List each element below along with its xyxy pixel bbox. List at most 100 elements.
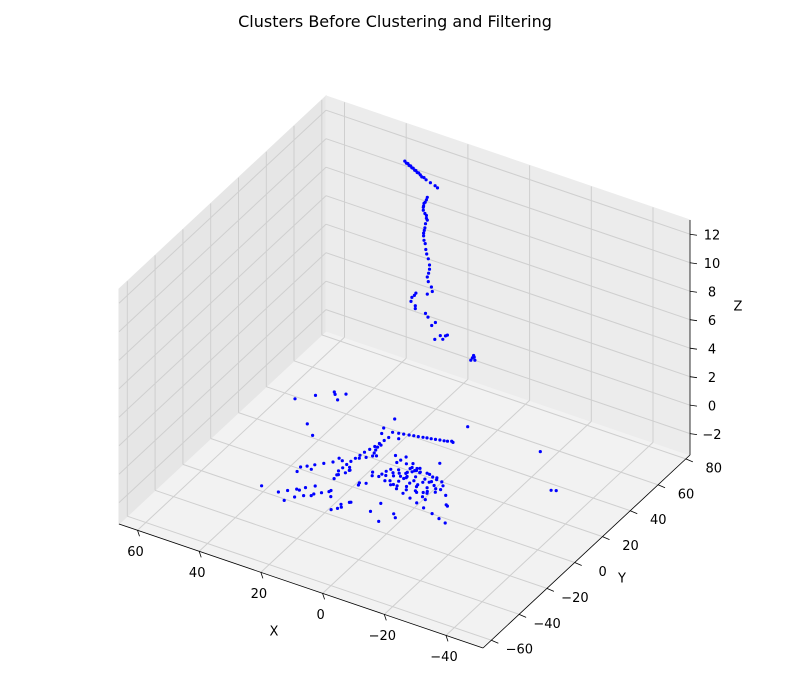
data-point — [427, 267, 432, 271]
data-point — [441, 484, 445, 488]
data-point — [397, 479, 401, 483]
data-point — [297, 488, 301, 492]
data-point — [313, 393, 318, 397]
data-point — [387, 435, 391, 440]
data-point — [349, 459, 353, 463]
z-gridline — [118, 280, 327, 475]
data-point — [397, 437, 401, 441]
data-point — [309, 494, 313, 498]
data-point — [358, 453, 362, 457]
data-point — [538, 450, 542, 454]
data-point — [322, 461, 326, 465]
data-point — [389, 483, 393, 487]
x-tick-label: 40 — [189, 566, 206, 581]
data-point — [299, 465, 303, 469]
data-point — [344, 392, 348, 396]
x-tick-label: 20 — [251, 587, 268, 602]
y-tick-label: 0 — [599, 565, 607, 580]
data-point — [421, 208, 425, 212]
data-point — [441, 337, 445, 341]
data-point — [438, 334, 442, 338]
data-point — [421, 480, 425, 484]
y-tick-mark — [518, 613, 527, 618]
axis-labels: X Y Z — [270, 300, 743, 640]
data-point — [319, 491, 324, 495]
data-point — [339, 505, 343, 509]
data-point — [433, 437, 438, 441]
data-point — [327, 490, 331, 494]
data-point — [391, 471, 395, 475]
data-point — [332, 390, 336, 394]
data-point — [432, 483, 436, 488]
data-point — [408, 467, 412, 471]
data-point — [422, 238, 426, 242]
data-point — [443, 521, 447, 525]
data-point — [425, 489, 429, 494]
data-point — [425, 436, 429, 440]
z-tick-label: 8 — [708, 286, 716, 301]
data-point — [276, 490, 280, 494]
data-point — [418, 470, 422, 474]
data-point — [418, 466, 422, 470]
y-tick-label: 80 — [706, 461, 723, 476]
data-point — [293, 397, 297, 401]
z-gridline — [118, 223, 327, 418]
data-point — [433, 320, 437, 325]
data-point — [470, 356, 474, 360]
data-point — [445, 439, 450, 443]
y-tick-mark — [685, 458, 693, 463]
z-gridline — [118, 138, 327, 333]
data-point — [426, 315, 430, 319]
z-tick-label: 10 — [704, 257, 721, 272]
data-point — [391, 482, 395, 487]
data-point — [429, 480, 434, 484]
data-point — [412, 479, 416, 483]
data-point — [408, 496, 412, 500]
data-point — [415, 501, 419, 505]
data-point — [347, 468, 351, 472]
y-gridline — [182, 463, 548, 589]
data-point — [370, 474, 374, 478]
x-gridline — [322, 400, 530, 594]
z-tick-mark — [689, 262, 698, 265]
x-tick-mark — [322, 593, 325, 600]
data-point — [348, 465, 352, 469]
x-tick-label: −40 — [430, 650, 457, 665]
data-point — [282, 498, 286, 502]
data-point — [414, 291, 418, 295]
data-point — [430, 289, 434, 294]
x-tick-mark — [445, 635, 449, 642]
data-point — [469, 358, 473, 362]
data-point — [353, 456, 357, 460]
data-point — [424, 198, 428, 202]
data-point — [383, 479, 387, 483]
data-point — [364, 481, 368, 485]
data-point — [382, 438, 386, 443]
data-point — [431, 475, 435, 479]
data-point — [380, 472, 384, 476]
data-point — [423, 477, 427, 481]
x-gridline — [445, 442, 654, 636]
y-axis-label: Y — [617, 572, 626, 587]
y-tick-mark — [602, 536, 610, 540]
data-point — [340, 459, 344, 463]
data-point — [407, 433, 411, 437]
data-point — [466, 425, 470, 429]
x-tick-mark — [260, 572, 264, 579]
data-point — [438, 438, 442, 442]
data-point — [260, 484, 264, 488]
data-point — [401, 491, 405, 495]
z-tick-mark — [689, 290, 698, 293]
data-point — [411, 462, 415, 466]
data-point — [357, 456, 361, 460]
data-point — [380, 431, 384, 436]
z-gridline — [325, 109, 691, 235]
z-tick-mark — [689, 347, 698, 350]
data-point — [422, 234, 426, 238]
z-gridline — [118, 166, 327, 361]
data-point — [389, 467, 393, 471]
z-tick-mark — [689, 319, 698, 322]
data-point — [388, 479, 392, 483]
y-tick-mark — [546, 588, 555, 592]
